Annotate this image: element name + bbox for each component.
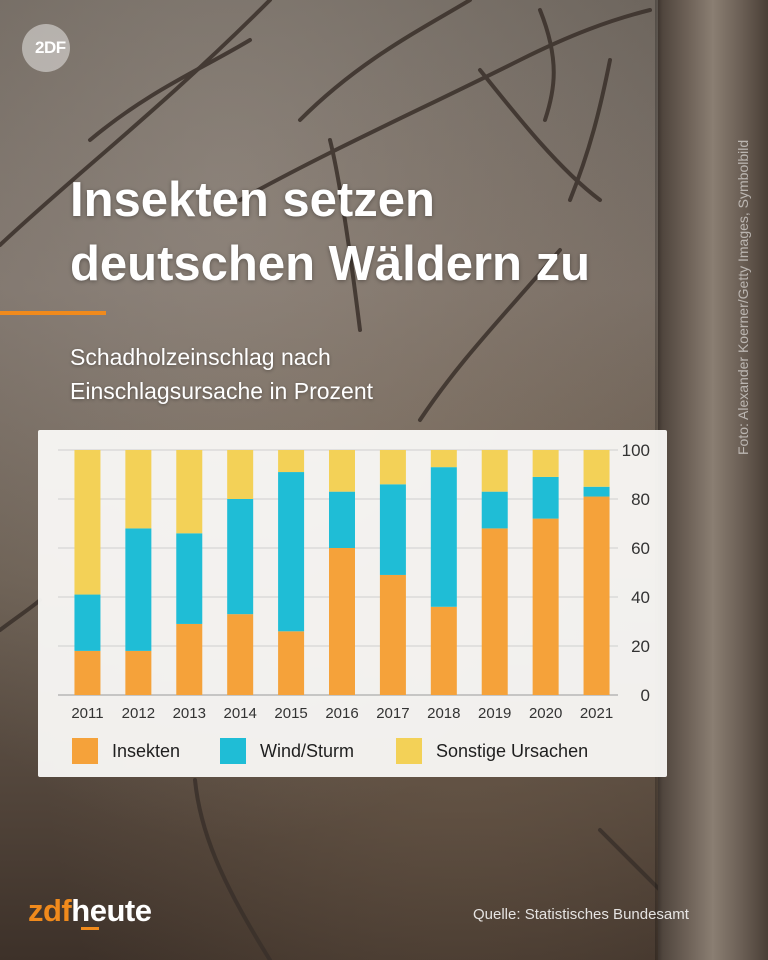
- bar-segment-sonstige-ursachen-2017: [379, 450, 406, 485]
- brand-zdf: zdf: [28, 893, 72, 928]
- legend-swatch-sonstige: [396, 738, 422, 764]
- y-tick-label: 40: [631, 588, 650, 607]
- x-tick-label: 2019: [478, 705, 511, 722]
- page-title: Insekten setzen deutschen Wäldern zu: [70, 168, 670, 296]
- legend-label-insekten: Insekten: [112, 740, 181, 761]
- bar-segment-insekten-2015: [278, 631, 305, 695]
- legend-swatch-wind: [220, 738, 246, 764]
- bar-segment-wind-sturm-2014: [227, 499, 254, 615]
- bar-segment-insekten-2013: [176, 623, 203, 695]
- x-tick-label: 2018: [427, 705, 460, 722]
- y-tick-label: 100: [622, 441, 650, 460]
- bar-segment-wind-sturm-2020: [532, 476, 559, 519]
- bar-segment-insekten-2021: [583, 496, 610, 695]
- legend-swatch-insekten: [72, 738, 98, 764]
- bar-segment-sonstige-ursachen-2012: [125, 450, 152, 529]
- x-tick-label: 2015: [274, 705, 307, 722]
- bar-segment-sonstige-ursachen-2021: [583, 450, 610, 487]
- legend-item-wind: Wind/Sturm: [220, 738, 354, 764]
- bar-segment-insekten-2019: [481, 528, 508, 695]
- brand-heute: heute: [71, 893, 152, 928]
- bar-segment-wind-sturm-2016: [329, 491, 355, 548]
- bar-segment-wind-sturm-2015: [278, 472, 305, 632]
- source-note: Quelle: Statistisches Bundesamt: [473, 906, 689, 923]
- bar-segment-wind-sturm-2018: [430, 467, 457, 607]
- bar-segment-sonstige-ursachen-2019: [481, 450, 508, 492]
- y-tick-label: 0: [641, 686, 650, 705]
- bar-segment-insekten-2017: [379, 574, 406, 695]
- legend-label-wind: Wind/Sturm: [260, 740, 355, 761]
- y-tick-label: 80: [631, 490, 650, 509]
- tree-trunk: [658, 0, 768, 960]
- x-tick-label: 2013: [173, 705, 206, 722]
- photo-credit: Foto: Alexander Koerner/Getty Images, Sy…: [735, 139, 751, 455]
- brand-underline: [81, 927, 99, 930]
- x-tick-label: 2012: [122, 705, 155, 722]
- x-tick-label: 2017: [376, 705, 409, 722]
- bar-segment-insekten-2018: [430, 606, 457, 695]
- y-tick-label: 60: [631, 539, 650, 558]
- x-tick-label: 2016: [325, 705, 358, 722]
- page-subtitle: Schadholzeinschlag nach Einschlagsursach…: [70, 340, 630, 408]
- bar-segment-insekten-2011: [74, 650, 101, 695]
- bar-segment-sonstige-ursachen-2011: [74, 450, 101, 595]
- legend-label-sonstige: Sonstige Ursachen: [436, 740, 589, 761]
- bar-segment-wind-sturm-2017: [379, 484, 406, 575]
- x-tick-label: 2021: [580, 705, 613, 722]
- legend-item-insekten: Insekten: [72, 738, 180, 764]
- bar-segment-sonstige-ursachen-2020: [532, 450, 559, 477]
- subtitle-line-1: Schadholzeinschlag nach: [70, 344, 331, 370]
- accent-divider: [0, 311, 106, 315]
- bar-segment-sonstige-ursachen-2014: [227, 450, 254, 499]
- stacked-bar-chart: 0 20 40 60 80 100 2011 2012 2013 2014 2015 2016 2017…: [58, 441, 650, 722]
- x-tick-label: 2014: [223, 705, 256, 722]
- chart-card: 0 20 40 60 80 100 2011 2012 2013 2014 2015 2016 2017…: [38, 430, 667, 777]
- subtitle-line-2: Einschlagsursache in Prozent: [70, 378, 373, 404]
- bar-segment-wind-sturm-2012: [125, 528, 152, 651]
- zdf-logo-text: 2DF: [35, 38, 66, 57]
- x-tick-label: 2011: [71, 705, 103, 722]
- brand-logo: zdfheute: [28, 893, 152, 929]
- bar-segment-sonstige-ursachen-2016: [329, 450, 355, 492]
- bar-segment-sonstige-ursachen-2013: [176, 450, 203, 534]
- bar-segment-wind-sturm-2019: [481, 491, 508, 529]
- bar-segment-sonstige-ursachen-2018: [430, 450, 457, 468]
- bar-segment-insekten-2016: [329, 548, 355, 695]
- title-line-1: Insekten setzen: [70, 173, 435, 227]
- y-tick-label: 20: [631, 637, 650, 656]
- bar-segment-insekten-2020: [532, 518, 559, 695]
- title-line-2: deutschen Wäldern zu: [70, 237, 591, 291]
- bar-segment-wind-sturm-2011: [74, 594, 101, 651]
- bar-segment-wind-sturm-2013: [176, 533, 203, 624]
- bar-segment-insekten-2014: [227, 614, 254, 695]
- zdf-logo-icon: 2DF: [22, 24, 70, 72]
- bar-segment-sonstige-ursachen-2015: [278, 450, 305, 473]
- legend-item-sonstige: Sonstige Ursachen: [396, 738, 588, 764]
- bar-segment-wind-sturm-2021: [583, 486, 610, 497]
- x-tick-label: 2020: [529, 705, 562, 722]
- bar-segment-insekten-2012: [125, 650, 152, 695]
